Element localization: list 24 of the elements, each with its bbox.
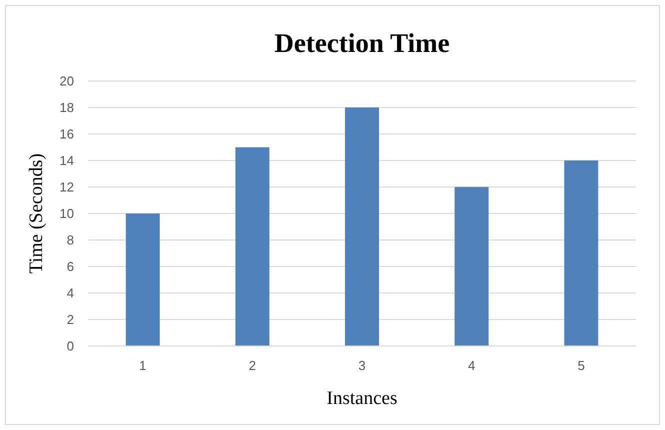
x-tick-label: 5 [578, 358, 585, 373]
y-axis-title: Time (Seconds) [26, 153, 47, 274]
y-tick-label: 12 [60, 180, 74, 195]
y-tick-label: 14 [60, 153, 74, 168]
bar [454, 187, 489, 346]
y-tick-label: 20 [60, 74, 74, 89]
y-tick-label: 8 [66, 232, 74, 248]
bar [564, 160, 598, 346]
chart-title: Detection Time [274, 28, 450, 58]
y-tick-label: 4 [66, 286, 74, 301]
y-tick-label: 2 [66, 312, 74, 328]
y-tick-label: 16 [60, 126, 74, 142]
bar [126, 214, 160, 346]
bar [235, 147, 270, 346]
x-tick-label: 4 [468, 358, 476, 373]
y-tick-label: 10 [60, 206, 74, 222]
y-tick-label: 0 [66, 338, 74, 354]
y-tick-label: 18 [60, 100, 74, 116]
x-tick-label: 2 [248, 358, 256, 373]
bar [345, 108, 379, 346]
x-tick-label: 3 [358, 358, 366, 373]
x-axis-title: Instances [326, 388, 398, 409]
x-tick-label: 1 [139, 358, 146, 373]
y-tick-label: 6 [66, 259, 74, 274]
